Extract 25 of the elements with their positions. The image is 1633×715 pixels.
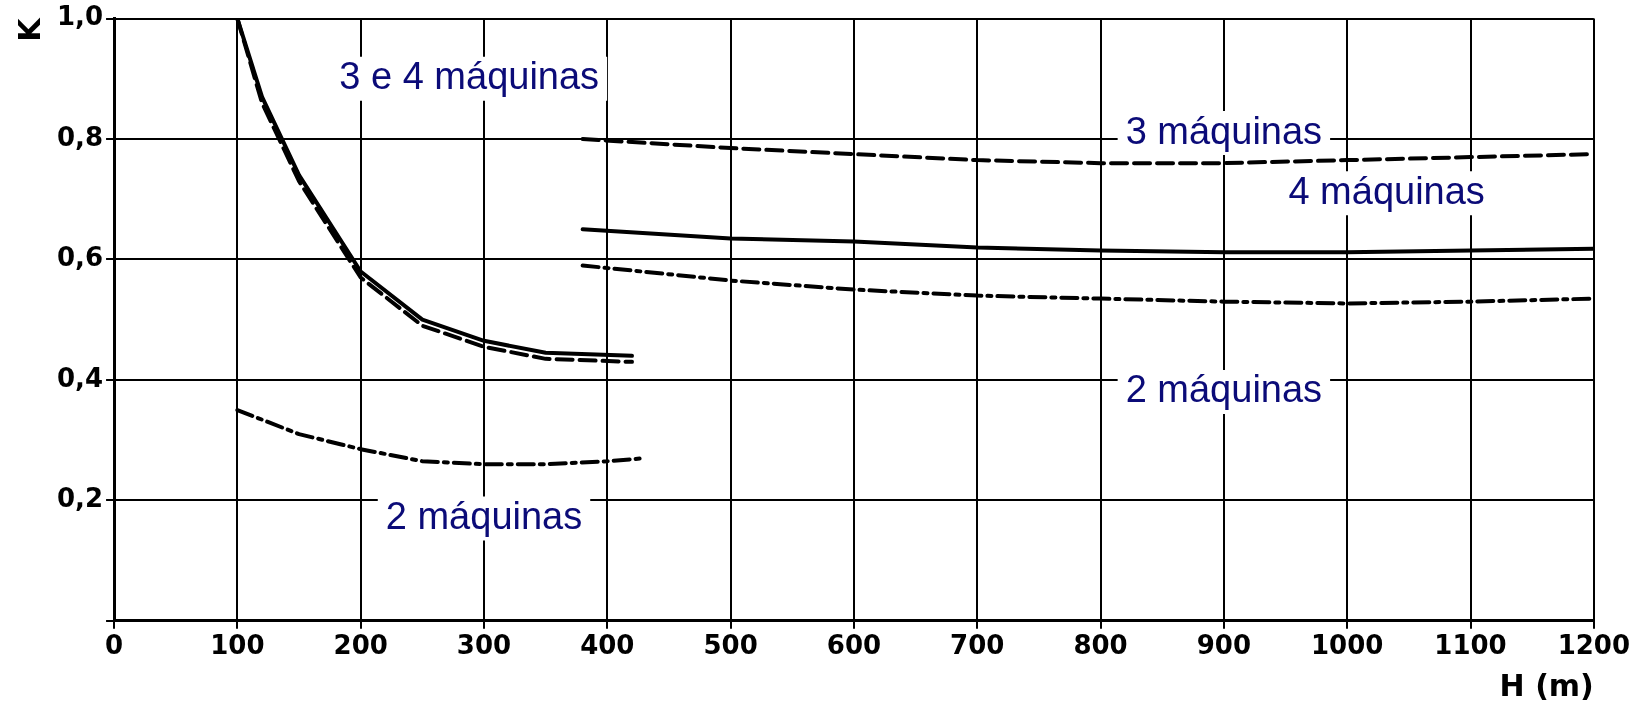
annotation: 3 e 4 máquinas [339,55,600,98]
x-tick-label: 400 [580,630,635,661]
x-tick-label: 500 [703,630,758,661]
x-tick-label: 300 [456,630,512,661]
x-tick-label: 800 [1073,630,1128,661]
x-tick-label: 0 [105,630,124,661]
y-tick-label: 0,8 [57,121,104,152]
x-axis-title: H (m) [1499,667,1594,703]
y-tick-label: 0,4 [57,362,104,393]
annotation: 3 máquinas [1125,109,1323,152]
x-tick-label: 1100 [1434,630,1507,661]
annotation: 2 máquinas [1125,368,1323,411]
x-tick-label: 1200 [1557,630,1631,661]
x-tick-label: 1000 [1311,630,1384,661]
annotation: 4 máquinas [1288,169,1485,212]
x-tick-label: 600 [826,630,882,661]
x-tick-label: 100 [210,630,265,661]
y-tick-label: 1,0 [57,1,104,32]
y-tick-label: 0,6 [57,242,104,273]
x-tick-label: 900 [1196,630,1252,661]
y-tick-label: 0,2 [57,483,104,514]
y-axis-title: K [11,16,47,42]
x-tick-label: 700 [950,630,1005,661]
x-tick-label: 200 [333,630,388,661]
annotation: 2 máquinas [385,494,583,537]
